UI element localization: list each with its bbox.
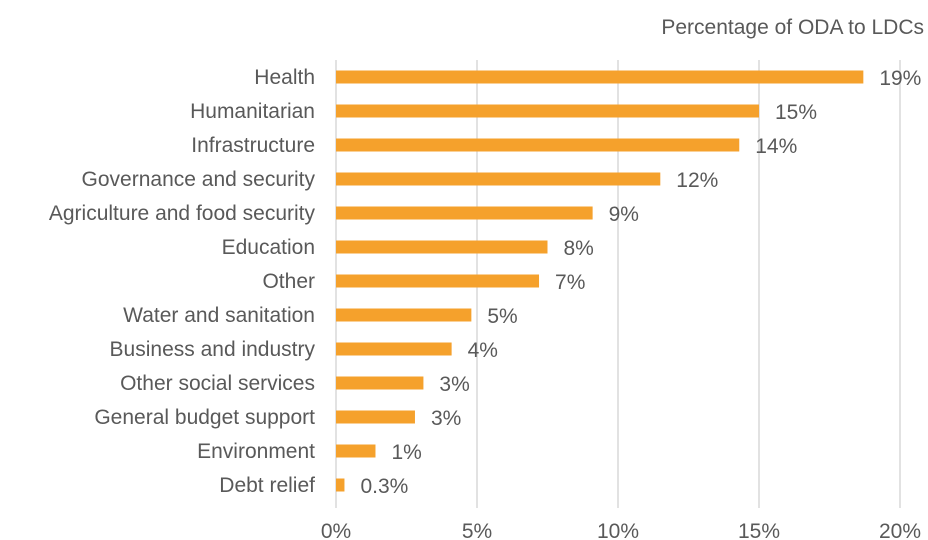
category-label: Environment xyxy=(197,440,315,463)
value-label: 12% xyxy=(676,169,718,192)
value-label: 3% xyxy=(439,373,469,396)
x-tick-label: 10% xyxy=(597,520,639,540)
x-tick-label: 0% xyxy=(321,520,351,540)
category-label: Agriculture and food security xyxy=(49,202,316,225)
category-label: General budget support xyxy=(94,406,315,429)
gridlines xyxy=(335,60,901,508)
category-labels: Health Humanitarian Infrastructure Governan… xyxy=(49,66,316,497)
value-label: 9% xyxy=(609,203,639,226)
axis-title: Percentage of ODA to LDCs xyxy=(661,16,924,39)
category-label: Debt relief xyxy=(219,474,315,497)
bars xyxy=(336,70,864,492)
bar xyxy=(336,308,472,322)
bar xyxy=(336,410,415,424)
bar xyxy=(336,104,759,118)
value-label: 15% xyxy=(775,101,817,124)
bar xyxy=(336,206,593,220)
category-label: Infrastructure xyxy=(191,134,315,157)
value-label: 8% xyxy=(564,237,594,260)
bar xyxy=(336,478,345,492)
category-label: Health xyxy=(254,66,315,89)
category-label: Water and sanitation xyxy=(123,304,315,327)
value-label: 7% xyxy=(555,271,585,294)
bar xyxy=(336,444,376,458)
category-label: Humanitarian xyxy=(190,100,315,123)
bar xyxy=(336,274,540,288)
value-label: 1% xyxy=(391,441,421,464)
bar xyxy=(336,240,548,254)
category-label: Education xyxy=(222,236,315,259)
category-label: Business and industry xyxy=(110,338,316,361)
value-label: 4% xyxy=(468,339,498,362)
bar xyxy=(336,376,424,390)
bar xyxy=(336,172,661,186)
value-label: 5% xyxy=(487,305,517,328)
value-label: 14% xyxy=(755,135,797,158)
x-axis-ticks: 0% 5% 10% 15% 20% xyxy=(321,520,921,540)
value-label: 19% xyxy=(879,67,921,90)
bar xyxy=(336,138,740,152)
value-label: 3% xyxy=(431,407,461,430)
category-label: Other xyxy=(262,270,315,293)
bar xyxy=(336,342,452,356)
x-tick-label: 20% xyxy=(879,520,921,540)
x-tick-label: 5% xyxy=(462,520,492,540)
category-label: Other social services xyxy=(120,372,315,395)
value-labels: 19% 15% 14% 12% 9% 8% 7% 5% 4% 3% 3% 1% 0.3% xyxy=(360,67,921,498)
category-label: Governance and security xyxy=(82,168,316,191)
value-label: 0.3% xyxy=(360,475,408,498)
bar xyxy=(336,70,864,84)
x-tick-label: 15% xyxy=(738,520,780,540)
